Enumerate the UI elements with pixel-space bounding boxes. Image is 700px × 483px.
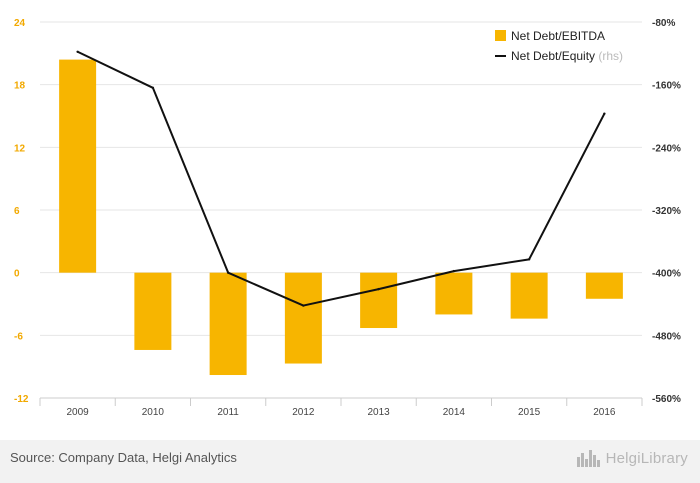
y-left-tick-label: -12 (14, 394, 29, 405)
y-right-tick-label: -560% (652, 394, 681, 405)
bar (360, 272, 398, 329)
line-point (302, 304, 305, 307)
x-tick-label: 2016 (593, 407, 616, 418)
bar (134, 272, 172, 350)
legend-label-line-suffix: (rhs) (598, 49, 623, 63)
line-point (76, 50, 79, 53)
x-tick-label: 2013 (368, 407, 391, 418)
y-left-tick-label: 0 (14, 269, 20, 280)
line-series (76, 50, 606, 307)
y-right-tick-label: -400% (652, 269, 681, 280)
brand-logo[interactable]: HelgiLibrary (576, 448, 688, 468)
y-left-tick-label: 24 (14, 18, 26, 29)
legend-label-line: Net Debt/Equity (rhs) (511, 49, 623, 63)
x-tick-label: 2015 (518, 407, 541, 418)
legend-swatch-bar (495, 30, 506, 41)
bar (510, 272, 548, 319)
footer: Source: Company Data, Helgi Analytics He… (0, 440, 700, 483)
line-point (603, 112, 606, 115)
gridlines (40, 21, 642, 399)
y-right-tick-label: -240% (652, 143, 681, 154)
y-right-tick-label: -320% (652, 206, 681, 217)
x-tick-label: 2011 (217, 407, 239, 418)
x-tick-label: 2010 (142, 407, 165, 418)
bar (585, 272, 623, 299)
line-point (151, 86, 155, 90)
line-point (452, 269, 456, 273)
y-right-tick-label: -80% (652, 18, 675, 29)
y-right-tick-label: -480% (652, 331, 681, 342)
bar (209, 272, 247, 376)
y-left-tick-label: -6 (14, 331, 23, 342)
x-tick-label: 2012 (292, 407, 315, 418)
brand-name: HelgiLibrary (605, 449, 688, 467)
bar-series (59, 59, 623, 376)
line-point (377, 287, 380, 291)
y-left-tick-label: 6 (14, 206, 20, 217)
source-note: Source: Company Data, Helgi Analytics (10, 450, 237, 465)
legend-label-line-name: Net Debt/Equity (511, 49, 595, 63)
y-left-tick-label: 12 (14, 143, 26, 154)
bar (284, 272, 322, 364)
y-left-tick-label: 18 (14, 81, 26, 92)
line-point (527, 258, 531, 261)
legend: Net Debt/EBITDA Net Debt/Equity (rhs) (495, 29, 623, 63)
y-right-tick-label: -160% (652, 81, 681, 92)
city-skyline-icon (576, 450, 600, 467)
combo-chart: 24 18 12 6 0 -6 -12 -80% -160% -240% -320% -400% -48… (14, 18, 681, 418)
axes: 24 18 12 6 0 -6 -12 -80% -160% -240% -320% -400% -48… (14, 18, 681, 418)
x-tick-label: 2009 (67, 407, 90, 418)
legend-label-bar: Net Debt/EBITDA (511, 29, 605, 43)
line-point (226, 271, 230, 274)
bar (435, 272, 473, 315)
x-tick-label: 2014 (443, 407, 466, 418)
bar (59, 59, 97, 273)
line-path (77, 50, 606, 307)
